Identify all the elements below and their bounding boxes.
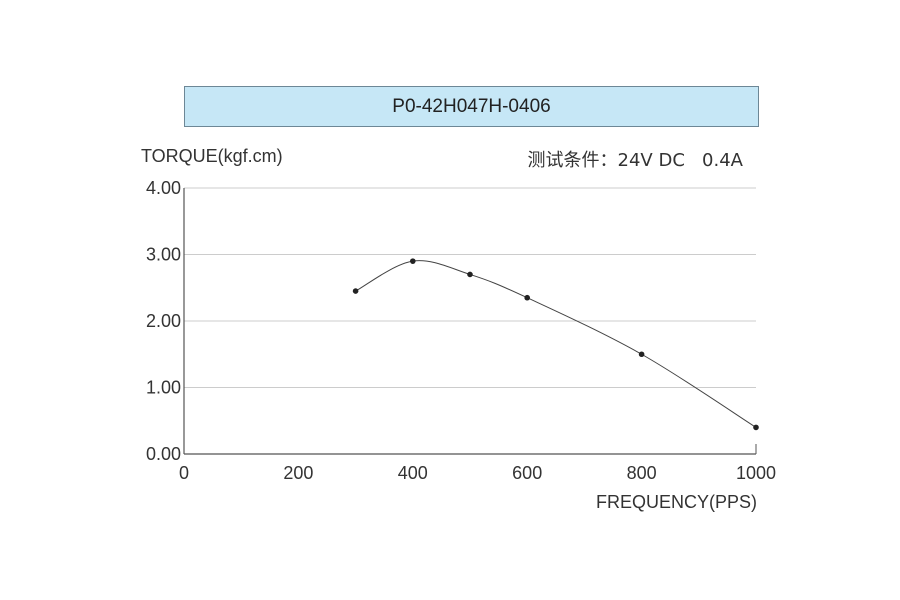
x-tick-label: 1000 — [736, 463, 776, 483]
chart-title-box: P0-42H047H-0406 — [184, 86, 759, 127]
x-tick-labels: 0 200 400 600 800 1000 — [179, 463, 776, 483]
data-point — [352, 288, 359, 294]
x-tick-label: 800 — [627, 463, 657, 483]
data-point — [410, 258, 416, 264]
y-tick-label: 3.00 — [146, 245, 181, 265]
y-tick-labels: 0.00 1.00 2.00 3.00 4.00 — [146, 178, 181, 464]
grid-lines — [184, 187, 756, 388]
x-tick-label: 600 — [512, 463, 542, 483]
y-tick-label: 1.00 — [146, 378, 181, 398]
y-tick-label: 4.00 — [146, 178, 181, 198]
data-point — [467, 271, 473, 278]
data-point — [753, 424, 759, 431]
x-axis-label: FREQUENCY(PPS) — [595, 492, 757, 512]
x-tick-label: 200 — [283, 463, 313, 483]
y-axis-label: TORQUE(kgf.cm) — [141, 146, 283, 166]
data-point — [638, 351, 645, 358]
y-tick-label: 0.00 — [146, 444, 181, 464]
series — [352, 258, 759, 431]
axes — [183, 188, 757, 455]
y-tick-label: 2.00 — [146, 311, 181, 331]
chart-title: P0-42H047H-0406 — [392, 95, 551, 117]
test-conditions: 测试条件：24V DC 0.4A — [527, 150, 743, 171]
data-point — [524, 294, 530, 301]
x-tick-label: 400 — [398, 463, 428, 483]
x-tick-label: 0 — [179, 463, 189, 483]
series-line — [355, 260, 757, 428]
